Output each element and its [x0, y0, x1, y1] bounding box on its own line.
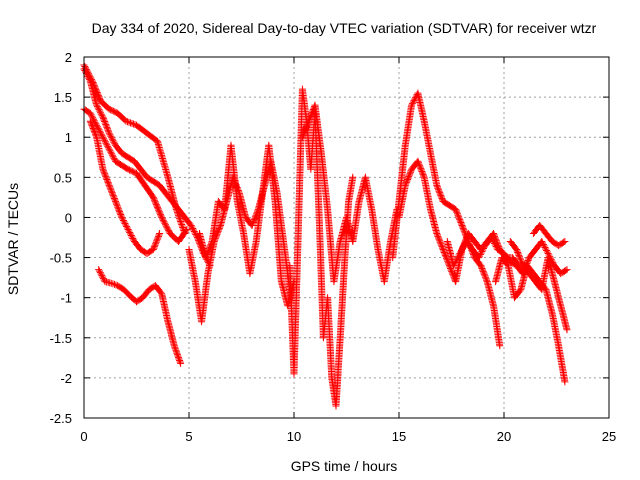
axis-ticks: 2 1.5 1 0.5 0 -0.5 -1 -1.5 -2 -2.5 0 5 10 15 20 25 — [50, 50, 617, 444]
y-tick-label: 1 — [65, 130, 72, 145]
data-point-markers — [506, 238, 571, 334]
series-arc-1 — [80, 61, 189, 237]
series-arc-10 — [389, 89, 504, 350]
chart-title: Day 334 of 2020, Sidereal Day-to-day VTE… — [92, 20, 597, 36]
data-point-markers — [95, 266, 185, 367]
x-tick-label: 20 — [497, 429, 511, 444]
x-tick-label: 25 — [602, 429, 616, 444]
series-arc-7 — [196, 141, 298, 310]
x-tick-label: 15 — [392, 429, 406, 444]
y-axis-label: SDTVAR / TECUs — [5, 183, 21, 295]
data-point-markers — [196, 141, 298, 310]
y-tick-label: -0.5 — [50, 251, 72, 266]
series-arc-4 — [86, 117, 164, 257]
data-series — [80, 61, 571, 410]
series-arc-9 — [298, 101, 401, 286]
y-tick-label: -1.5 — [50, 331, 72, 346]
data-point-markers — [529, 222, 569, 249]
y-tick-label: 0 — [65, 210, 72, 225]
y-tick-label: -2 — [60, 371, 72, 386]
x-tick-label: 10 — [287, 429, 301, 444]
y-tick-label: 1.5 — [54, 90, 72, 105]
series-arc-5 — [95, 266, 185, 367]
series-arc-14 — [506, 238, 571, 334]
series-arc-15 — [529, 222, 569, 249]
y-tick-label: -2.5 — [50, 411, 72, 426]
x-tick-label: 5 — [185, 429, 192, 444]
x-axis-label: GPS time / hours — [291, 458, 398, 474]
y-tick-label: 0.5 — [54, 170, 72, 185]
data-point-markers — [389, 89, 504, 350]
y-tick-label: 2 — [65, 50, 72, 65]
data-point-markers — [80, 61, 189, 237]
series-arc-8 — [286, 85, 357, 410]
data-point-markers — [298, 101, 401, 286]
data-point-markers — [86, 117, 164, 257]
plot-frame — [83, 56, 610, 419]
data-point-markers — [286, 85, 357, 410]
x-tick-label: 0 — [80, 429, 87, 444]
y-tick-label: -1 — [60, 291, 72, 306]
